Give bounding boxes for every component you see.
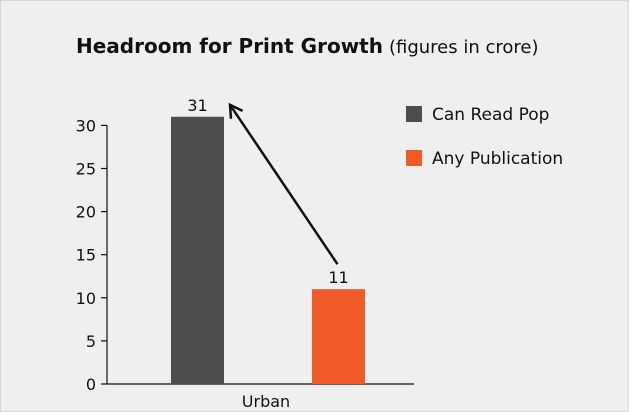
plot-area: 0 5 10 15 20 25 30 31 11 Urban (76, 96, 414, 411)
legend-label-1: Can Read Pop (432, 105, 549, 125)
legend-swatch-1 (406, 106, 422, 122)
y-tick-label: 0 (86, 375, 96, 394)
y-tick-label: 20 (76, 203, 96, 222)
legend: Can Read Pop Any Publication (406, 105, 563, 169)
annotation-arrow-head (228, 102, 244, 119)
y-tick-label: 30 (76, 116, 96, 135)
legend-label-2: Any Publication (432, 149, 563, 169)
annotation-arrow-line (228, 104, 339, 265)
y-tick-label: 25 (76, 160, 96, 179)
x-category-label: Urban (242, 392, 290, 411)
chart-title: Headroom for Print Growth (figures in cro… (76, 34, 539, 58)
chart-subtitle: (figures in crore) (389, 37, 539, 58)
bar-can-read-pop (171, 116, 224, 384)
y-tick-label: 15 (76, 246, 96, 265)
y-tick-label: 5 (86, 332, 96, 351)
chart-title-main: Headroom for Print Growth (76, 34, 383, 58)
bar-value-label: 11 (328, 268, 348, 287)
bar-value-label: 31 (187, 96, 207, 115)
bar-any-publication (312, 289, 365, 384)
y-tick-label: 10 (76, 289, 96, 308)
legend-swatch-2 (406, 150, 422, 166)
